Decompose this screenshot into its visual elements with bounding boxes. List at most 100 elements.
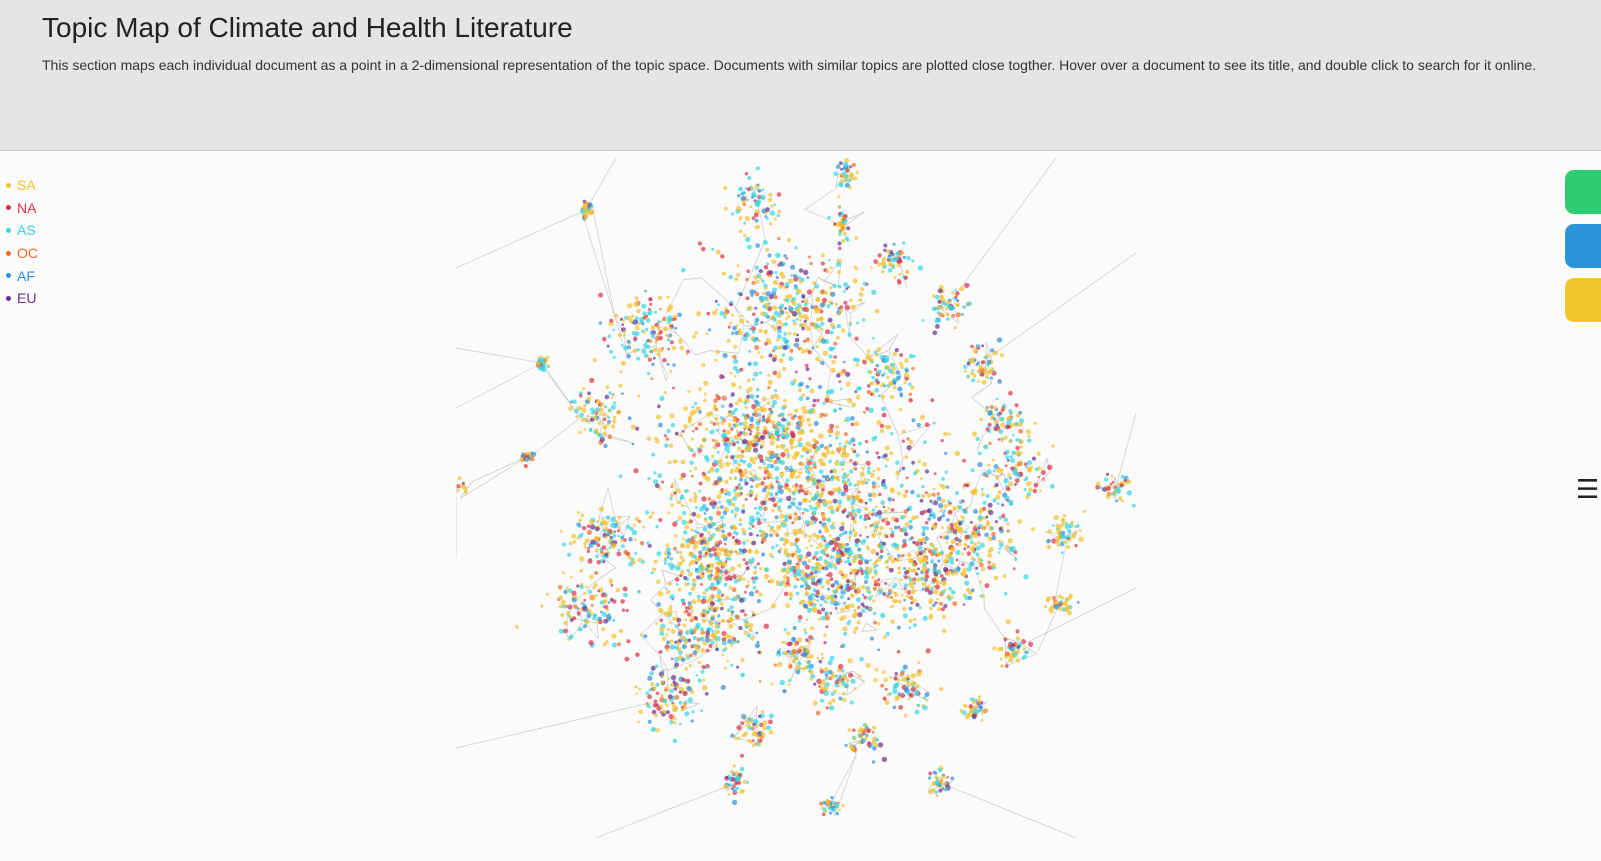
- document-point[interactable]: [850, 593, 855, 598]
- document-point[interactable]: [669, 557, 674, 561]
- document-point[interactable]: [974, 708, 980, 714]
- document-point[interactable]: [665, 710, 670, 715]
- document-point[interactable]: [751, 216, 756, 220]
- document-point[interactable]: [986, 359, 992, 365]
- document-point[interactable]: [687, 638, 692, 643]
- document-point[interactable]: [810, 507, 814, 511]
- document-point[interactable]: [750, 726, 755, 731]
- document-point[interactable]: [819, 801, 824, 806]
- document-point[interactable]: [797, 442, 803, 448]
- document-point[interactable]: [819, 317, 823, 322]
- document-point[interactable]: [829, 705, 835, 711]
- document-point[interactable]: [708, 621, 714, 626]
- document-point[interactable]: [769, 453, 775, 460]
- document-point[interactable]: [634, 316, 639, 320]
- document-point[interactable]: [917, 545, 923, 551]
- document-point[interactable]: [616, 551, 622, 557]
- document-point[interactable]: [567, 637, 571, 641]
- document-point[interactable]: [973, 533, 977, 537]
- document-point[interactable]: [749, 394, 755, 399]
- document-point[interactable]: [866, 389, 871, 395]
- document-point[interactable]: [877, 578, 881, 582]
- document-point[interactable]: [984, 532, 989, 538]
- document-point[interactable]: [720, 404, 725, 409]
- document-point[interactable]: [675, 565, 681, 571]
- document-point[interactable]: [961, 563, 965, 567]
- document-point[interactable]: [816, 546, 819, 550]
- document-point[interactable]: [1027, 434, 1031, 438]
- document-point[interactable]: [760, 481, 765, 486]
- document-point[interactable]: [737, 563, 742, 568]
- document-point[interactable]: [851, 402, 857, 408]
- document-point[interactable]: [686, 686, 693, 692]
- document-point[interactable]: [1105, 472, 1110, 476]
- document-point[interactable]: [927, 568, 931, 572]
- document-point[interactable]: [646, 339, 650, 342]
- document-point[interactable]: [755, 631, 759, 635]
- document-point[interactable]: [714, 407, 719, 412]
- document-point[interactable]: [851, 613, 857, 619]
- document-point[interactable]: [802, 409, 808, 415]
- document-point[interactable]: [761, 208, 767, 214]
- document-point[interactable]: [943, 431, 948, 437]
- document-point[interactable]: [677, 561, 682, 567]
- document-point[interactable]: [717, 614, 721, 618]
- document-point[interactable]: [815, 534, 821, 540]
- document-point[interactable]: [623, 330, 626, 334]
- document-point[interactable]: [859, 516, 862, 520]
- document-point[interactable]: [825, 706, 829, 710]
- document-point[interactable]: [826, 573, 829, 577]
- document-point[interactable]: [816, 490, 820, 494]
- document-point[interactable]: [921, 319, 925, 322]
- document-point[interactable]: [947, 509, 953, 515]
- document-point[interactable]: [661, 480, 665, 484]
- document-point[interactable]: [882, 592, 887, 596]
- document-point[interactable]: [955, 558, 959, 562]
- document-point[interactable]: [822, 800, 827, 805]
- document-point[interactable]: [908, 619, 913, 623]
- document-point[interactable]: [1050, 484, 1055, 489]
- document-point[interactable]: [845, 177, 849, 182]
- document-point[interactable]: [854, 421, 860, 427]
- document-point[interactable]: [766, 491, 771, 495]
- document-point[interactable]: [541, 366, 547, 373]
- document-point[interactable]: [949, 546, 955, 552]
- document-point[interactable]: [681, 644, 687, 650]
- document-point[interactable]: [854, 267, 859, 271]
- document-point[interactable]: [739, 609, 743, 613]
- document-point[interactable]: [812, 462, 816, 466]
- document-point[interactable]: [761, 279, 765, 284]
- document-point[interactable]: [686, 568, 691, 573]
- document-point[interactable]: [825, 578, 831, 584]
- document-point[interactable]: [617, 642, 621, 647]
- document-point[interactable]: [766, 463, 772, 469]
- document-point[interactable]: [1000, 664, 1004, 668]
- document-point[interactable]: [567, 588, 573, 593]
- document-point[interactable]: [844, 604, 850, 610]
- document-point[interactable]: [934, 294, 940, 300]
- document-point[interactable]: [569, 575, 573, 579]
- document-point[interactable]: [791, 636, 797, 642]
- document-point[interactable]: [701, 664, 706, 670]
- document-point[interactable]: [808, 255, 811, 259]
- document-point[interactable]: [902, 542, 908, 548]
- document-point[interactable]: [749, 432, 752, 436]
- document-point[interactable]: [844, 304, 850, 311]
- document-point[interactable]: [892, 242, 896, 246]
- document-point[interactable]: [996, 502, 1000, 505]
- document-point[interactable]: [965, 506, 969, 510]
- document-point[interactable]: [710, 586, 716, 591]
- document-point[interactable]: [725, 461, 731, 467]
- document-point[interactable]: [849, 165, 853, 169]
- document-point[interactable]: [758, 419, 762, 423]
- document-point[interactable]: [565, 610, 570, 615]
- document-point[interactable]: [884, 424, 889, 430]
- document-point[interactable]: [733, 736, 737, 740]
- document-point[interactable]: [838, 445, 842, 449]
- document-point[interactable]: [755, 279, 760, 284]
- document-point[interactable]: [830, 806, 836, 813]
- document-point[interactable]: [611, 633, 617, 639]
- document-point[interactable]: [755, 511, 760, 516]
- document-point[interactable]: [853, 176, 858, 181]
- document-point[interactable]: [563, 620, 568, 626]
